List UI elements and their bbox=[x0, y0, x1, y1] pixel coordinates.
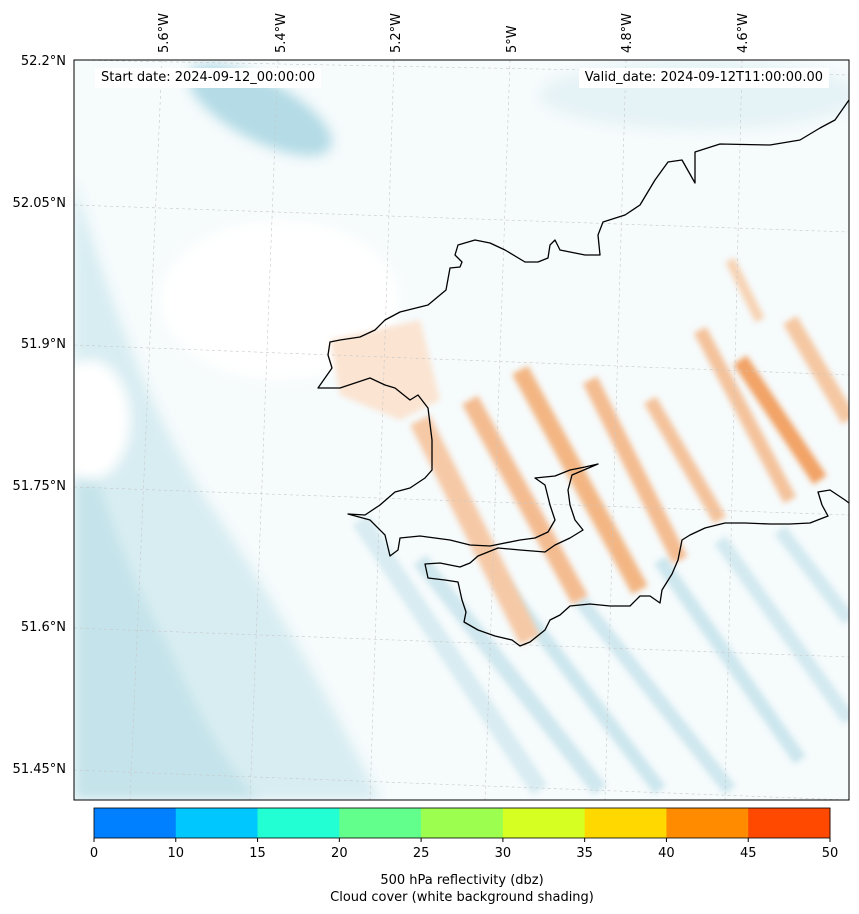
reflectivity-patch bbox=[330, 320, 440, 420]
lat-label: 51.9°N bbox=[21, 337, 66, 352]
start-date-label: Start date: 2024-09-12_00:00:00 bbox=[95, 68, 322, 88]
reflectivity-streak bbox=[783, 315, 849, 425]
valid-date-label: Valid_date: 2024-09-12T11:00:00.00 bbox=[578, 68, 829, 88]
map-frame bbox=[73, 59, 850, 801]
colorbar-subtitle: Cloud cover (white background shading) bbox=[330, 890, 594, 905]
colorbar-tick-label: 10 bbox=[168, 846, 185, 861]
lat-label: 51.75°N bbox=[13, 479, 66, 494]
colorbar-title: 500 hPa reflectivity (dbz) bbox=[380, 873, 543, 888]
lat-label: 51.45°N bbox=[13, 762, 66, 777]
colorbar-segment bbox=[666, 808, 749, 838]
colorbar-segment bbox=[748, 808, 831, 838]
cloud-streak bbox=[574, 595, 736, 795]
colorbar-tick-label: 40 bbox=[658, 846, 675, 861]
colorbar-segment bbox=[339, 808, 422, 838]
reflectivity-streak bbox=[725, 257, 765, 323]
colorbar-tick-label: 50 bbox=[822, 846, 839, 861]
cloud-streaks bbox=[352, 515, 849, 795]
colorbar-tick-label: 15 bbox=[249, 846, 266, 861]
lon-label: 4.8°W bbox=[620, 13, 635, 53]
colorbar-segment bbox=[175, 808, 259, 838]
reflectivity-streak bbox=[462, 395, 588, 605]
lat-label: 52.2°N bbox=[21, 54, 66, 69]
cloud-streak bbox=[352, 515, 548, 795]
cloud-streak bbox=[714, 535, 849, 725]
colorbar: 0 10 15 20 25 30 35 40 45 50 bbox=[90, 807, 839, 861]
cloud-band-west-core bbox=[74, 380, 260, 800]
cloud-streak bbox=[774, 525, 849, 625]
cloud-streak bbox=[654, 555, 806, 765]
reflectivity-streak bbox=[512, 365, 648, 595]
colorbar-segment bbox=[94, 808, 177, 838]
colorbar-segment bbox=[421, 808, 504, 838]
colorbar-tick-label: 35 bbox=[576, 846, 593, 861]
lon-axis: 5.6°W 5.4°W 5.2°W 5°W 4.8°W 4.6°W bbox=[157, 13, 751, 53]
colorbar-segment bbox=[584, 808, 667, 838]
colorbar-tick-label: 45 bbox=[740, 846, 757, 861]
reflectivity-streak bbox=[693, 326, 797, 504]
reflectivity-shading bbox=[330, 257, 849, 645]
lat-axis: 52.2°N 52.05°N 51.9°N 51.75°N 51.6°N 51.… bbox=[13, 54, 66, 777]
lat-label: 51.6°N bbox=[21, 620, 66, 635]
lat-label: 52.05°N bbox=[13, 196, 66, 211]
lon-label: 5.6°W bbox=[157, 13, 172, 53]
lon-label: 4.6°W bbox=[736, 13, 751, 53]
lon-label: 5.4°W bbox=[274, 13, 289, 53]
colorbar-frame bbox=[93, 807, 831, 839]
coastline bbox=[317, 99, 849, 647]
reflectivity-streak bbox=[410, 415, 540, 645]
map-area bbox=[74, 60, 849, 800]
colorbar-tick-label: 30 bbox=[495, 846, 512, 861]
colorbar-tick-label: 20 bbox=[331, 846, 348, 861]
reflectivity-streak bbox=[582, 376, 688, 564]
colorbar-tick-label: 25 bbox=[413, 846, 430, 861]
cloud-gap-west bbox=[74, 360, 130, 480]
reflectivity-streak bbox=[733, 355, 827, 485]
lon-label: 5.2°W bbox=[389, 13, 404, 53]
colorbar-segment bbox=[502, 808, 586, 838]
cloud-streak bbox=[413, 555, 607, 795]
colorbar-segment bbox=[257, 808, 340, 838]
lon-label: 5°W bbox=[505, 25, 520, 53]
reflectivity-streak bbox=[643, 396, 727, 524]
colorbar-tick-label: 0 bbox=[90, 846, 98, 861]
